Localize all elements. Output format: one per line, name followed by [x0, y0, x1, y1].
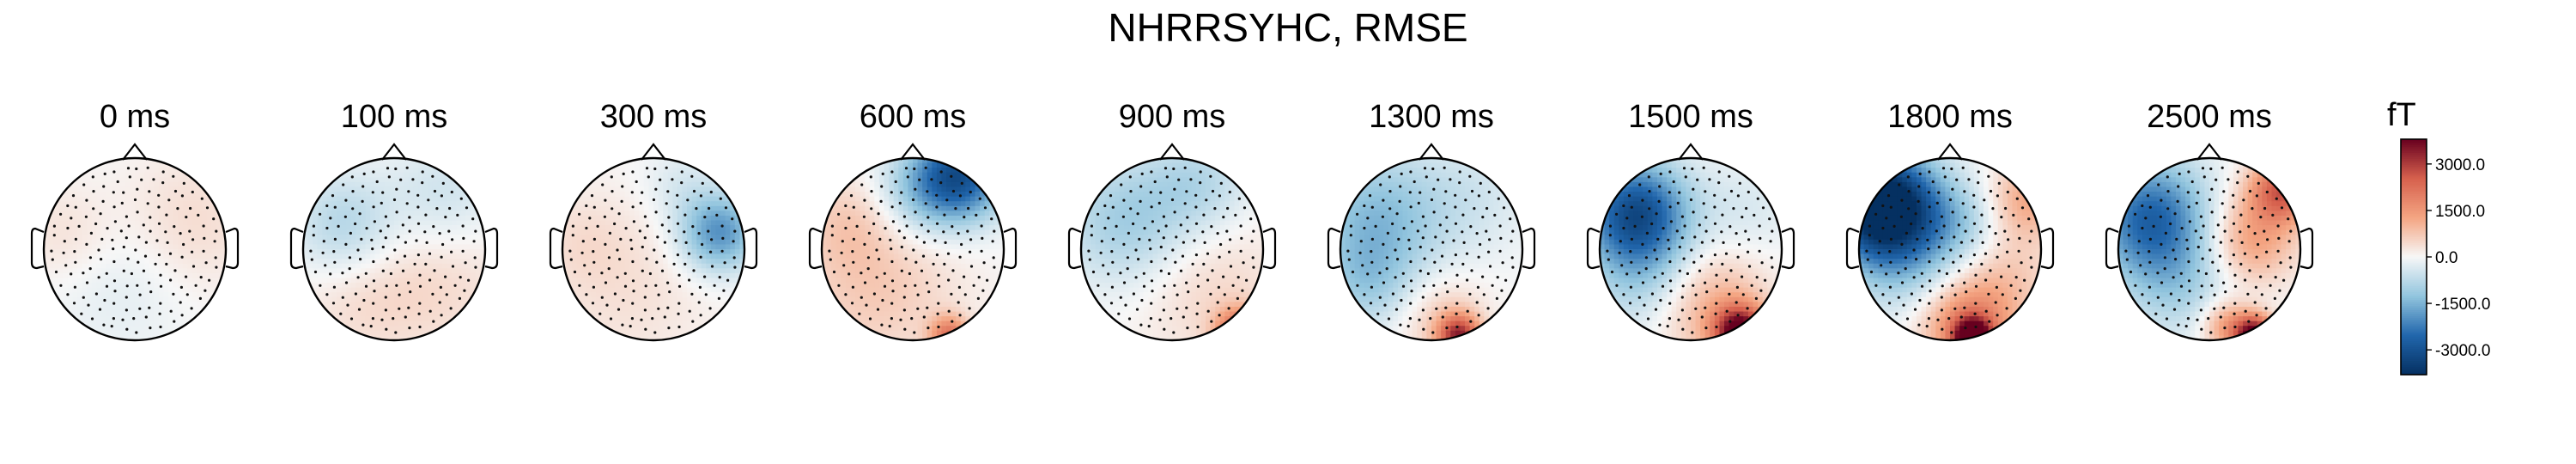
- figure-title: NHRRSYHC, RMSE: [1108, 5, 1468, 50]
- panel-title: 1800 ms: [1887, 99, 2013, 135]
- head-outline: [1857, 156, 2043, 342]
- sensor-markers: [2124, 166, 2293, 334]
- sensor-markers: [309, 166, 477, 334]
- head-right-ear: [225, 227, 240, 270]
- sensor-markers: [568, 166, 737, 334]
- sensor-markers: [828, 166, 996, 334]
- head-right-ear: [2040, 227, 2055, 270]
- head-left-ear: [30, 227, 45, 270]
- head-outline: [820, 156, 1005, 342]
- panel-title: 1500 ms: [1628, 99, 1753, 135]
- head-right-ear: [484, 227, 499, 270]
- topomap-panel: 900 ms: [1067, 99, 1277, 342]
- head-left-ear: [1327, 227, 1341, 270]
- head-left-ear: [549, 227, 563, 270]
- head-nose: [641, 143, 666, 161]
- topomap-panel: 1300 ms: [1327, 99, 1536, 342]
- head-left-ear: [1067, 227, 1082, 270]
- panel-title: 1300 ms: [1369, 99, 1494, 135]
- topomap-panel: 1800 ms: [1845, 99, 2055, 342]
- head-right-ear: [1781, 227, 1795, 270]
- head-left-ear: [1845, 227, 1860, 270]
- topomap-panel: 0 ms: [30, 99, 240, 342]
- topomap-field: [1081, 158, 1263, 340]
- topomap-panel: 100 ms: [289, 99, 499, 342]
- head-outline: [561, 156, 746, 342]
- colorbar-unit: fT: [2387, 97, 2416, 133]
- panel-title: 600 ms: [860, 99, 967, 135]
- panel-title: 900 ms: [1119, 99, 1226, 135]
- topomap-panel: 1500 ms: [1586, 99, 1795, 342]
- panel-title: 300 ms: [600, 99, 708, 135]
- colorbar-tick-label: -3000.0: [2435, 342, 2490, 360]
- head-right-ear: [2300, 227, 2314, 270]
- head-nose: [900, 143, 926, 161]
- sensor-markers: [50, 166, 218, 334]
- sensor-markers: [1087, 166, 1255, 334]
- head-nose: [1678, 143, 1704, 161]
- head-nose: [2196, 143, 2222, 161]
- topomap-panel: 2500 ms: [2105, 99, 2314, 342]
- panel-title: 100 ms: [341, 99, 448, 135]
- head-outline: [1339, 156, 1524, 342]
- head-right-ear: [744, 227, 758, 270]
- head-outline: [2117, 156, 2302, 342]
- head-left-ear: [808, 227, 823, 270]
- topomap-panel: 600 ms: [808, 99, 1018, 342]
- head-right-ear: [1003, 227, 1018, 270]
- head-left-ear: [1586, 227, 1601, 270]
- panel-title: 0 ms: [100, 99, 170, 135]
- colorbar-tick-label: -1500.0: [2435, 296, 2490, 314]
- head-left-ear: [2105, 227, 2119, 270]
- sensor-markers: [1346, 166, 1515, 334]
- colorbar-tick-label: 1500.0: [2435, 203, 2485, 221]
- panel-title: 2500 ms: [2147, 99, 2272, 135]
- head-nose: [122, 143, 148, 161]
- colorbar: fT 3000.0 1500.0 0.0 -1500.0 -3000.0: [2387, 97, 2490, 375]
- head-right-ear: [1522, 227, 1536, 270]
- head-outline: [1079, 156, 1265, 342]
- head-outline: [1598, 156, 1783, 342]
- head-nose: [1159, 143, 1185, 161]
- head-left-ear: [289, 227, 304, 270]
- head-right-ear: [1262, 227, 1277, 270]
- sensor-markers: [1606, 166, 1774, 334]
- topomap-panel: 300 ms: [549, 99, 758, 342]
- colorbar-tick-label: 0.0: [2435, 249, 2458, 267]
- head-outline: [42, 156, 228, 342]
- head-nose: [1419, 143, 1444, 161]
- head-nose: [381, 143, 407, 161]
- head-nose: [1937, 143, 1963, 161]
- sensor-markers: [1865, 166, 2033, 334]
- colorbar-tick-label: 3000.0: [2435, 156, 2485, 174]
- head-outline: [301, 156, 487, 342]
